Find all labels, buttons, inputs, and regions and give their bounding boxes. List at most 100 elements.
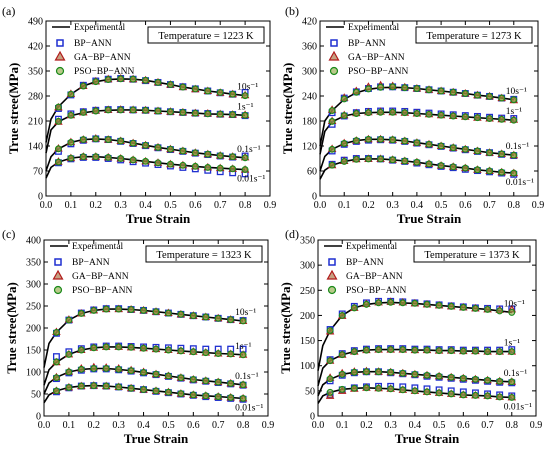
strain-rate-label: 0.01s⁻¹ xyxy=(504,402,532,412)
temperature-label: Temperature = 1373 K xyxy=(424,250,520,261)
strain-rate-label: 1s⁻¹ xyxy=(235,342,251,352)
pso-bp-ann-point xyxy=(214,393,222,401)
pso-bp-ann-point xyxy=(498,115,506,123)
x-axis-label: True Strain xyxy=(397,211,462,226)
pso-bp-ann-point xyxy=(459,391,467,399)
legend-bp-ann-marker xyxy=(56,39,64,47)
pso-bp-ann-point xyxy=(364,85,372,93)
pso-bp-ann-point xyxy=(177,374,185,382)
panel-label: (a) xyxy=(2,4,15,18)
pso-bp-ann-point xyxy=(154,143,162,151)
pso-bp-ann-point xyxy=(471,375,479,383)
pso-bp-ann-point xyxy=(229,90,237,98)
pso-bp-ann-point xyxy=(435,372,443,380)
pso-bp-ann-point xyxy=(411,346,419,354)
y-tick-label: 350 xyxy=(300,236,315,247)
pso-bp-ann-point xyxy=(498,168,506,176)
pso-bp-ann-point xyxy=(54,117,62,125)
pso-bp-ann-point xyxy=(411,370,419,378)
pso-bp-ann-point xyxy=(399,369,407,377)
series-4: 0.01s⁻¹ xyxy=(317,382,532,412)
pso-bp-ann-point xyxy=(202,313,210,321)
pso-bp-ann-point xyxy=(179,161,187,169)
series-4: 0.01s⁻¹ xyxy=(319,154,534,188)
series-1: 10s⁻¹ xyxy=(317,297,525,371)
pso-bp-ann-point xyxy=(115,305,123,313)
y-tick-label: 0 xyxy=(310,412,315,423)
pso-bp-ann-point xyxy=(142,76,150,84)
y-tick-label: 350 xyxy=(26,258,41,269)
pso-bp-ann-point xyxy=(326,388,334,396)
y-tick-label: 0 xyxy=(36,412,41,423)
pso-bp-ann-point xyxy=(484,348,492,356)
pso-bp-ann-point xyxy=(164,372,172,380)
pso-bp-ann-point xyxy=(435,389,443,397)
pso-bp-ann-point xyxy=(338,311,346,319)
pso-bp-ann-point xyxy=(352,110,360,117)
pso-bp-ann-point xyxy=(338,385,346,393)
pso-bp-ann-point xyxy=(435,347,443,355)
pso-bp-ann-point xyxy=(484,305,492,313)
legend-label: GA−BP−ANN xyxy=(348,53,405,63)
x-tick-label: 0.0 xyxy=(38,420,51,431)
series-3: 0.1s⁻¹ xyxy=(317,366,527,397)
legend-label: PSO−BP−ANN xyxy=(348,67,408,77)
pso-bp-ann-point xyxy=(142,106,150,114)
experimental-line xyxy=(317,301,512,371)
pso-bp-ann-point xyxy=(486,149,494,157)
pso-bp-ann-point xyxy=(92,135,100,143)
y-tick-label: 250 xyxy=(26,302,41,313)
pso-bp-ann-point xyxy=(140,368,148,376)
pso-bp-ann-point xyxy=(77,382,85,390)
pso-bp-ann-point xyxy=(129,139,137,147)
x-tick-label: 0.7 xyxy=(481,420,494,431)
x-tick-label: 0.6 xyxy=(459,200,472,211)
legend-ga-bp-ann-marker xyxy=(328,50,340,61)
legend: Experimental BP−ANN GA−BP−ANN PSO−BP−ANN xyxy=(50,242,132,296)
pso-bp-ann-point xyxy=(140,386,148,394)
pso-bp-ann-point xyxy=(401,157,409,165)
pso-bp-ann-point xyxy=(164,309,172,317)
strain-rate-label: 10s⁻¹ xyxy=(504,299,525,309)
pso-bp-ann-point xyxy=(471,347,479,355)
pso-bp-ann-point xyxy=(411,387,419,395)
pso-bp-ann-point xyxy=(461,164,469,172)
pso-bp-ann-point xyxy=(375,384,383,392)
pso-bp-ann-point xyxy=(127,306,135,313)
series-2: 1s⁻¹ xyxy=(43,342,252,386)
pso-bp-ann-point xyxy=(350,384,358,392)
legend-label: Experimental xyxy=(72,242,124,252)
pso-bp-ann-point xyxy=(77,310,85,317)
legend-bp-ann-marker xyxy=(330,39,338,47)
pso-bp-ann-point xyxy=(241,154,249,162)
legend-label: PSO−BP−ANN xyxy=(346,286,406,296)
pso-bp-ann-point xyxy=(191,149,199,157)
y-tick-label: 200 xyxy=(26,324,41,335)
pso-bp-ann-point xyxy=(202,349,210,357)
y-tick-label: 100 xyxy=(300,361,315,372)
legend-ga-bp-ann-marker xyxy=(54,50,66,61)
y-tick-label: 60 xyxy=(307,167,317,178)
pso-bp-ann-point xyxy=(229,165,237,173)
pso-bp-ann-point xyxy=(154,78,162,86)
pso-bp-ann-point xyxy=(79,136,87,144)
pso-bp-ann-point xyxy=(65,316,73,324)
x-tick-label: 0.0 xyxy=(40,200,53,211)
series-3: 0.1s⁻¹ xyxy=(45,133,261,172)
x-tick-label: 0.1 xyxy=(65,200,78,211)
y-axis-label: True stree(MPa) xyxy=(6,63,21,155)
pso-bp-ann-point xyxy=(214,350,222,357)
pso-bp-ann-point xyxy=(364,109,372,117)
pso-bp-ann-point xyxy=(496,393,504,401)
pso-bp-ann-point xyxy=(152,308,160,316)
y-tick-label: 0 xyxy=(38,192,43,203)
pso-bp-ann-point xyxy=(67,111,75,119)
x-tick-label: 0.4 xyxy=(137,420,150,431)
pso-bp-ann-point xyxy=(177,347,185,355)
pso-bp-ann-point xyxy=(52,328,60,336)
pso-bp-ann-point xyxy=(437,87,445,95)
pso-bp-ann-point xyxy=(115,343,123,351)
x-tick-label: 0.7 xyxy=(212,420,225,431)
series-4: 0.01s⁻¹ xyxy=(45,152,265,185)
y-tick-label: 300 xyxy=(300,261,315,272)
